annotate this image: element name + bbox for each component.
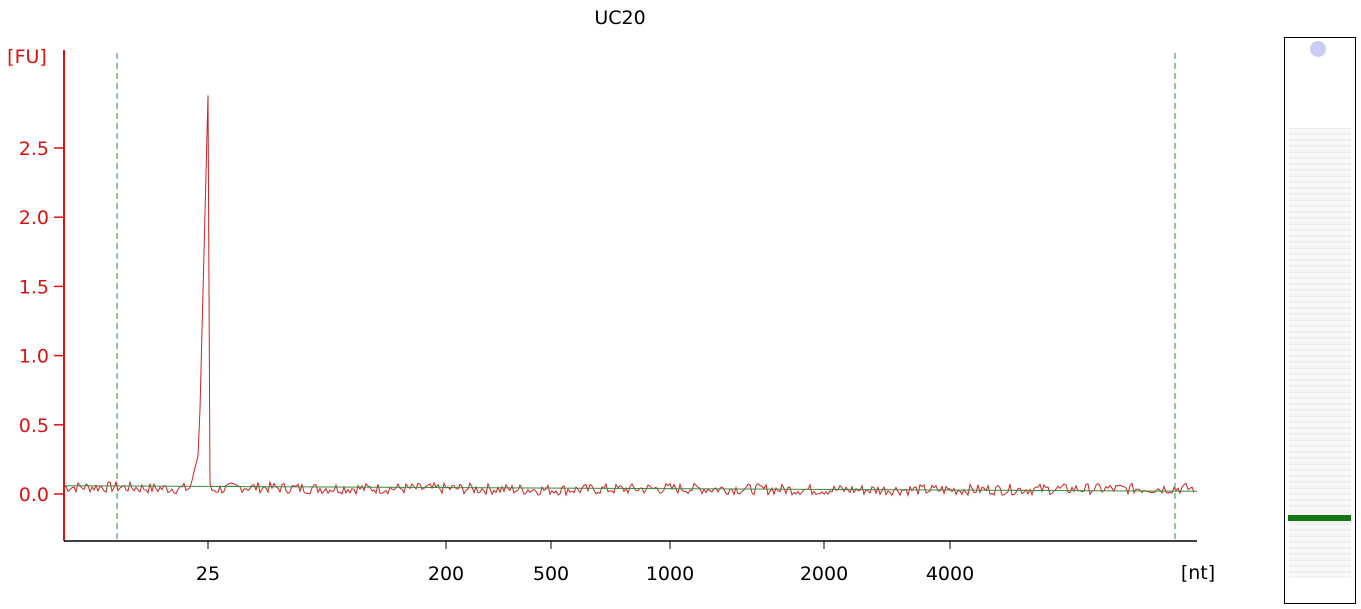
chart-title: UC20 [594,7,645,29]
x-tick-label: 4000 [926,563,974,585]
y-tick-label: 0.0 [19,484,49,506]
y-tick-label: 0.5 [19,415,49,437]
y-tick-label: 1.5 [19,276,49,298]
y-axis-ticks: 0.0 0.5 1.0 1.5 2.0 2.5 [19,138,64,506]
gel-lane-image [1284,37,1356,604]
y-tick-label: 1.0 [19,346,49,368]
x-axis-label: [nt] [1181,562,1215,584]
y-tick-label: 2.0 [19,207,49,229]
gel-well-dot [1310,41,1326,57]
x-tick-label: 500 [533,563,569,585]
x-tick-label: 1000 [646,563,694,585]
x-tick-label: 25 [196,563,220,585]
gel-background-smear [1289,128,1351,578]
y-axis-label: [FU] [7,46,47,68]
x-tick-label: 200 [428,563,464,585]
baseline-line [63,485,1198,492]
x-axis-ticks: 25 200 500 1000 2000 4000 [196,541,974,585]
y-tick-label: 2.5 [19,138,49,160]
fluorescence-trace [63,95,1195,498]
gel-marker-band [1288,515,1351,521]
x-tick-label: 2000 [800,563,848,585]
